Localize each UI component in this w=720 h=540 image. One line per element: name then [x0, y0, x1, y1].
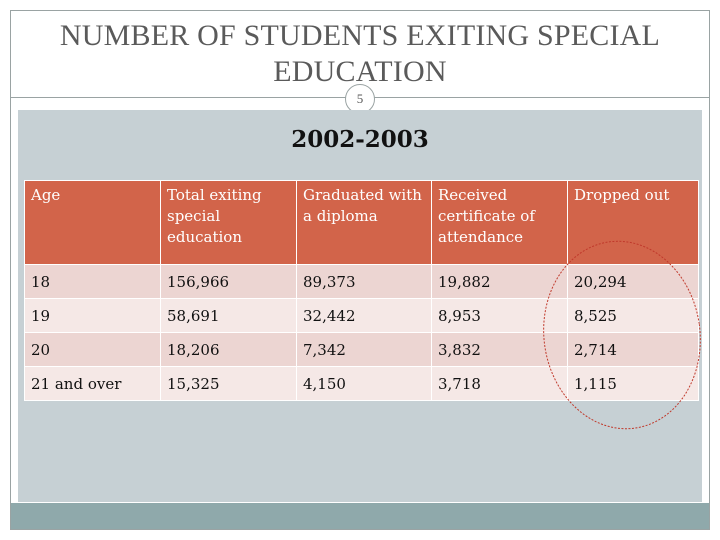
header-certificate: Received certificate of attendance	[431, 180, 568, 265]
header-dropped-out: Dropped out	[567, 180, 699, 265]
students-exiting-table: Age Total exiting special education Grad…	[24, 180, 699, 401]
cell-certificate: 8,953	[431, 298, 568, 333]
header-age: Age	[24, 180, 161, 265]
cell-age: 21 and over	[24, 366, 161, 401]
cell-graduated: 89,373	[296, 264, 432, 299]
cell-graduated: 32,442	[296, 298, 432, 333]
cell-age: 19	[24, 298, 161, 333]
cell-dropped: 20,294	[567, 264, 699, 299]
table-row: 21 and over 15,325 4,150 3,718 1,115	[24, 366, 699, 401]
cell-dropped: 1,115	[567, 366, 699, 401]
slide-title: NUMBER OF STUDENTS EXITING SPECIAL EDUCA…	[59, 19, 661, 88]
cell-dropped: 8,525	[567, 298, 699, 333]
cell-certificate: 19,882	[431, 264, 568, 299]
cell-total: 15,325	[160, 366, 297, 401]
cell-certificate: 3,832	[431, 332, 568, 367]
header-total-exiting: Total exiting special education	[160, 180, 297, 265]
table-row: 18 156,966 89,373 19,882 20,294	[24, 264, 699, 299]
cell-graduated: 7,342	[296, 332, 432, 367]
table-header-row: Age Total exiting special education Grad…	[24, 180, 699, 265]
cell-graduated: 4,150	[296, 366, 432, 401]
bottom-bar	[11, 503, 709, 529]
table-subtitle: 2002-2003	[291, 126, 429, 153]
header-graduated: Graduated with a diploma	[296, 180, 432, 265]
cell-dropped: 2,714	[567, 332, 699, 367]
cell-total: 156,966	[160, 264, 297, 299]
cell-certificate: 3,718	[431, 366, 568, 401]
cell-total: 58,691	[160, 298, 297, 333]
cell-age: 18	[24, 264, 161, 299]
table-row: 20 18,206 7,342 3,832 2,714	[24, 332, 699, 367]
cell-total: 18,206	[160, 332, 297, 367]
table-row: 19 58,691 32,442 8,953 8,525	[24, 298, 699, 333]
cell-age: 20	[24, 332, 161, 367]
